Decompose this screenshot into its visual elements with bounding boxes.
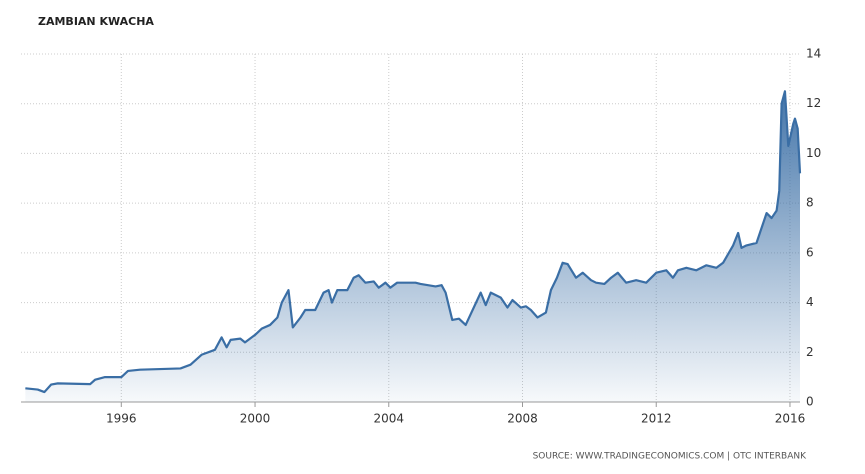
area-fill bbox=[25, 91, 801, 402]
x-tick-label: 2004 bbox=[373, 412, 404, 426]
y-tick-label: 10 bbox=[806, 146, 821, 160]
y-tick-label: 14 bbox=[806, 47, 821, 61]
x-tick-label: 2016 bbox=[775, 412, 806, 426]
y-tick-label: 0 bbox=[806, 395, 814, 409]
y-tick-label: 4 bbox=[806, 295, 814, 309]
line bbox=[25, 90, 802, 394]
x-tick-label: 2012 bbox=[641, 412, 672, 426]
y-tick-label: 2 bbox=[806, 345, 814, 359]
chart-title: ZAMBIAN KWACHA bbox=[38, 15, 154, 28]
x-tick-label: 1996 bbox=[106, 412, 137, 426]
y-tick-label: 8 bbox=[806, 196, 814, 210]
y-tick-label: 12 bbox=[806, 96, 821, 110]
y-tick-label: 6 bbox=[806, 245, 814, 259]
source: SOURCE: WWW.TRADINGECONOMICS.COM | OTC I… bbox=[533, 452, 808, 462]
x-tick-label: 2000 bbox=[240, 412, 271, 426]
x-tick-label: 2008 bbox=[507, 412, 538, 426]
